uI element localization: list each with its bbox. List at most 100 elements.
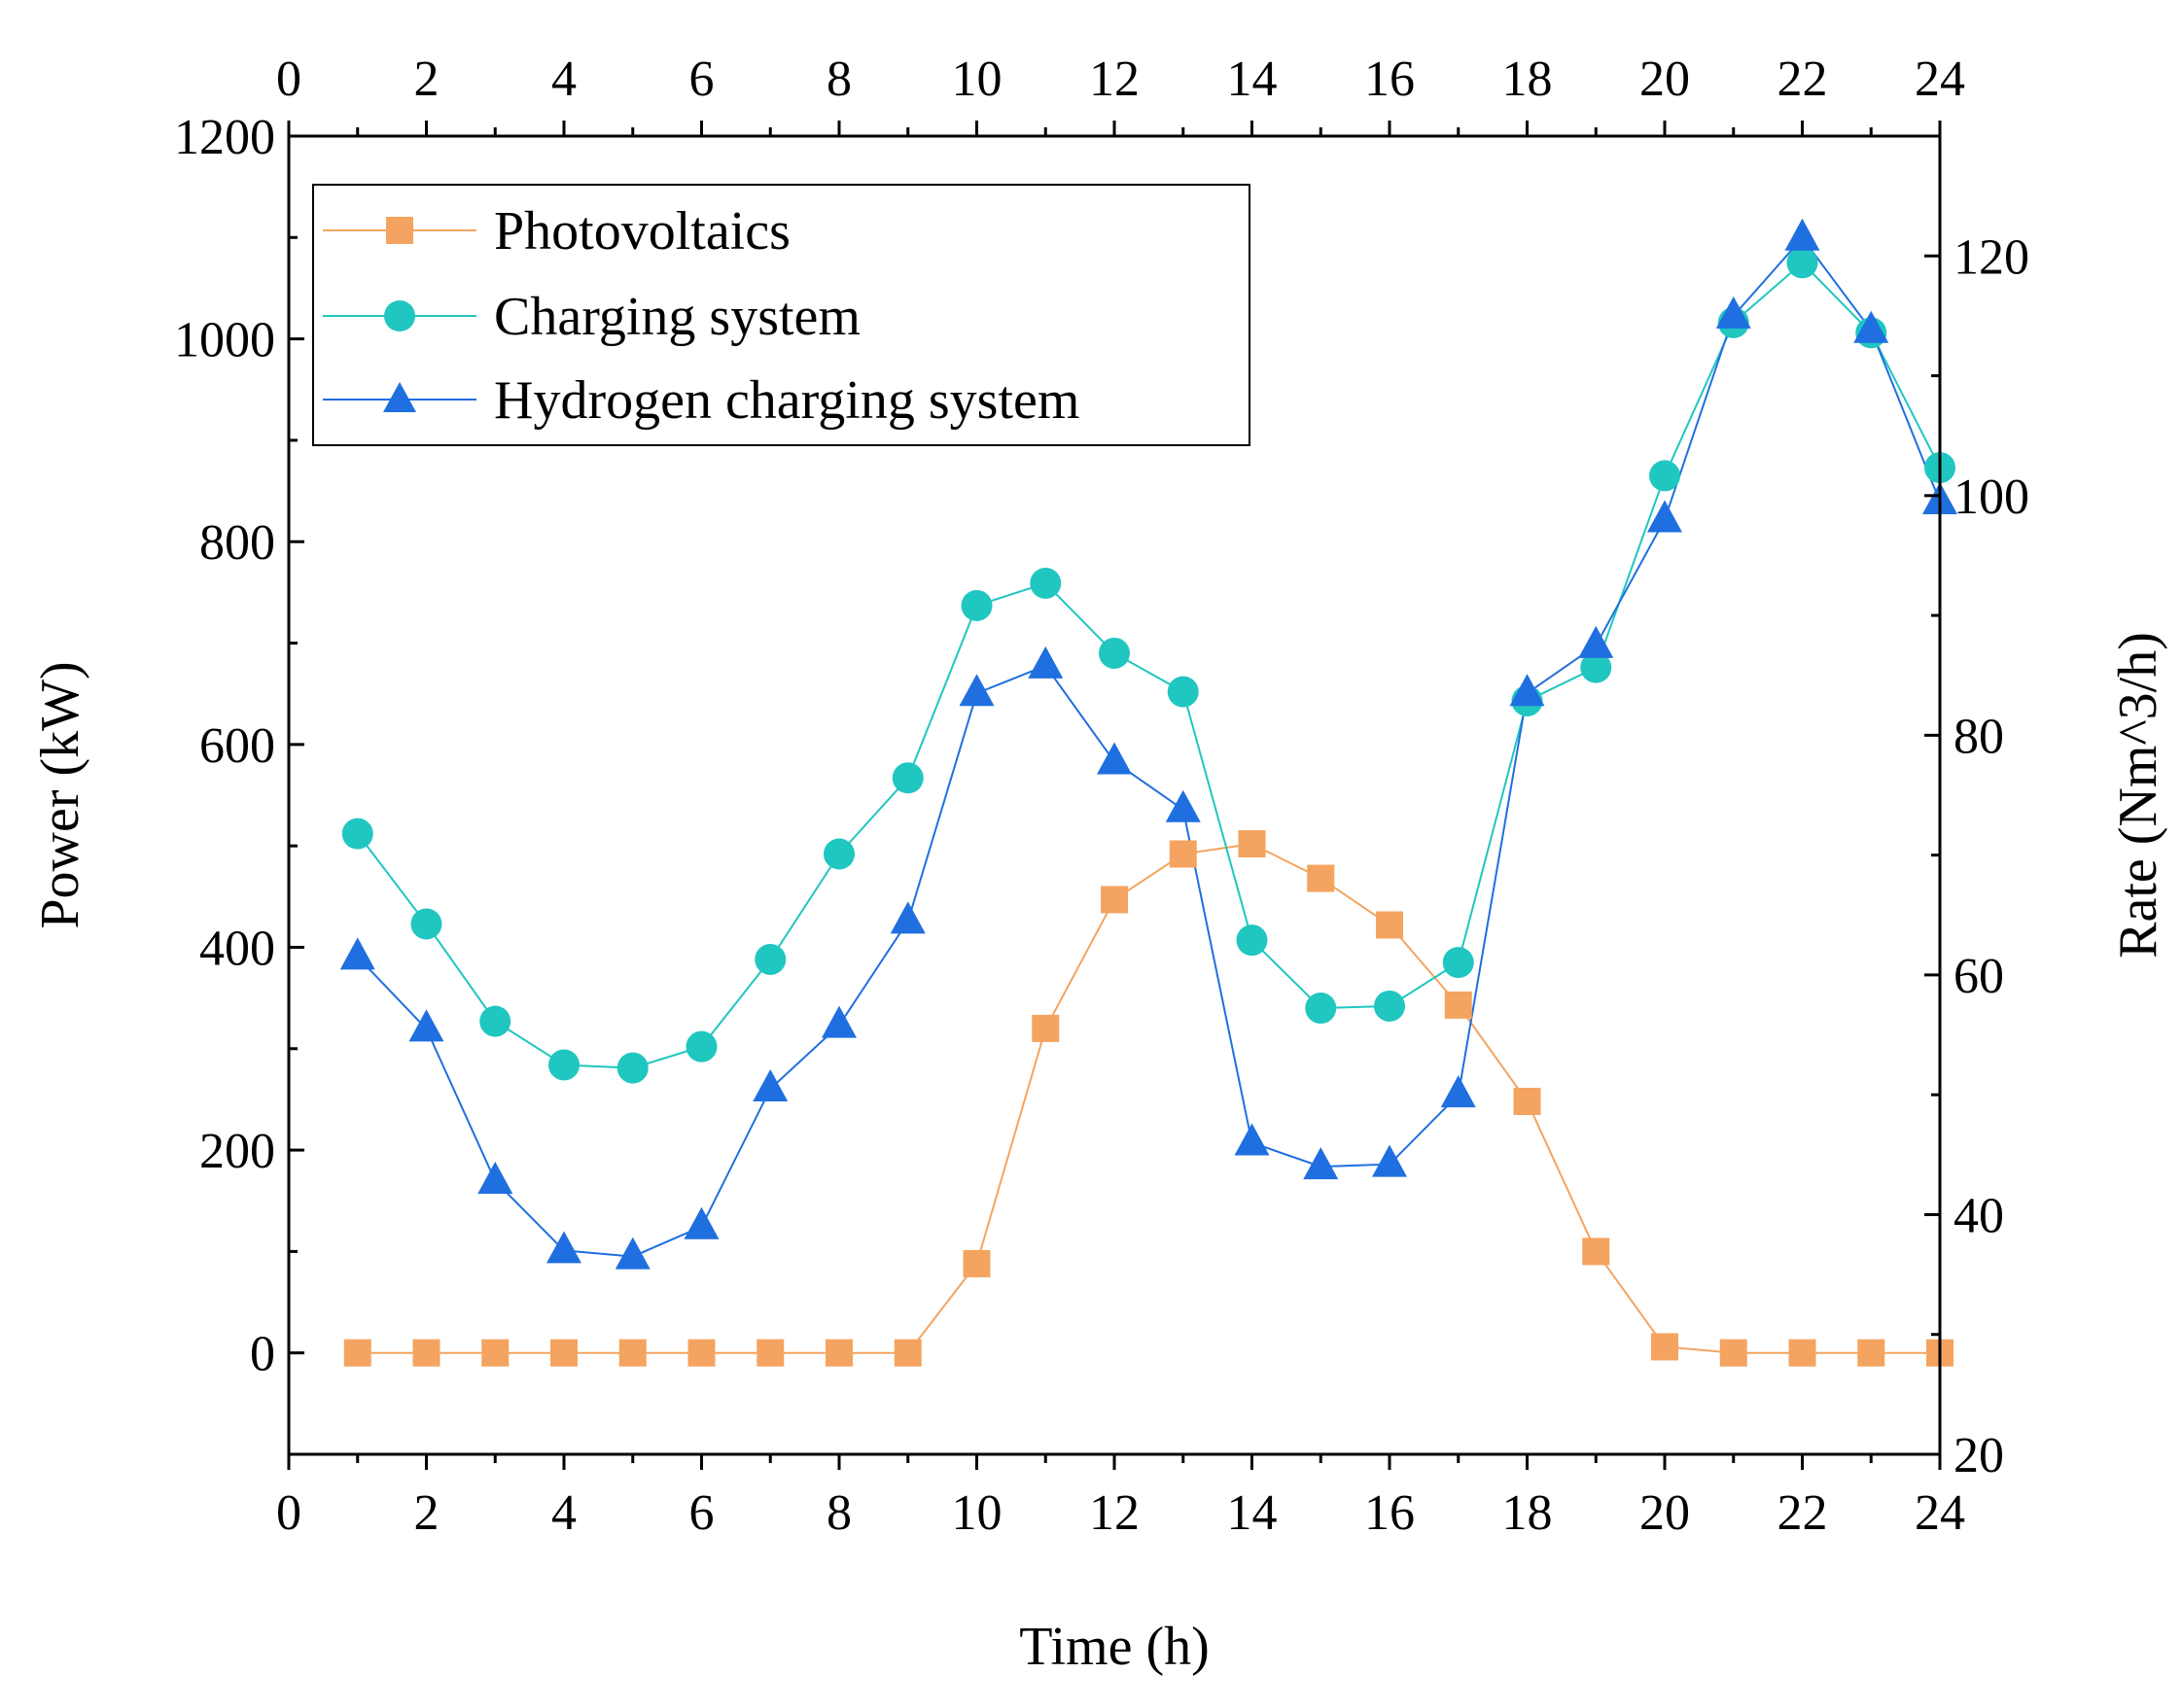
data-point-photovoltaics xyxy=(1238,830,1266,858)
data-point-photovoltaics xyxy=(963,1249,991,1277)
x-top-tick-label: 6 xyxy=(689,52,715,107)
x-bottom-tick-label: 6 xyxy=(689,1485,715,1541)
y-right-tick-label: 40 xyxy=(1953,1188,2004,1243)
data-point-photovoltaics xyxy=(1582,1237,1610,1266)
x-top-tick-label: 4 xyxy=(551,52,577,107)
data-point-charging-system xyxy=(1786,247,1818,279)
legend-marker-photovoltaics xyxy=(386,217,413,244)
x-bottom-tick-label: 18 xyxy=(1502,1485,1553,1541)
y-left-tick-label: 1200 xyxy=(174,110,275,165)
data-point-charging-system xyxy=(1649,460,1680,492)
data-point-photovoltaics xyxy=(1513,1088,1541,1116)
x-bottom-tick-label: 22 xyxy=(1777,1485,1828,1541)
data-point-hydrogen-charging-system xyxy=(890,901,926,934)
legend-label-photovoltaics: Photovoltaics xyxy=(494,201,791,261)
data-point-hydrogen-charging-system xyxy=(477,1161,513,1194)
x-bottom-tick-label: 24 xyxy=(1915,1485,1965,1541)
data-point-hydrogen-charging-system xyxy=(1647,500,1682,533)
data-point-charging-system xyxy=(892,762,924,794)
data-point-photovoltaics xyxy=(757,1339,785,1367)
data-point-photovoltaics xyxy=(1651,1333,1678,1361)
data-point-charging-system xyxy=(616,1052,649,1084)
x-top-tick-label: 22 xyxy=(1777,52,1828,107)
x-top-tick-label: 14 xyxy=(1227,52,1278,107)
series-markers xyxy=(339,218,1957,1367)
y-left-axis-title: Power (kW) xyxy=(30,661,90,928)
legend-label-charging-system: Charging system xyxy=(494,287,861,347)
data-point-charging-system xyxy=(1099,637,1130,669)
x-top-tick-label: 12 xyxy=(1089,52,1140,107)
data-point-charging-system xyxy=(341,818,373,850)
data-point-hydrogen-charging-system xyxy=(753,1069,789,1102)
data-point-photovoltaics xyxy=(894,1339,922,1367)
y-right-tick-label: 100 xyxy=(1953,470,2029,525)
x-axis-title: Time (h) xyxy=(1019,1617,1210,1677)
x-top-tick-label: 8 xyxy=(827,52,852,107)
legend-entry-photovoltaics: Photovoltaics xyxy=(323,201,791,261)
data-point-charging-system xyxy=(686,1030,718,1063)
x-bottom-tick-label: 2 xyxy=(414,1485,440,1541)
data-point-hydrogen-charging-system xyxy=(1715,296,1751,329)
data-point-charging-system xyxy=(479,1005,511,1037)
data-point-hydrogen-charging-system xyxy=(1853,310,1889,343)
data-point-hydrogen-charging-system xyxy=(546,1231,581,1264)
data-point-hydrogen-charging-system xyxy=(615,1237,651,1270)
data-point-hydrogen-charging-system xyxy=(822,1005,857,1038)
x-top-tick-label: 10 xyxy=(952,52,1003,107)
y-right-tick-label: 60 xyxy=(1953,949,2004,1004)
data-point-photovoltaics xyxy=(1444,991,1472,1019)
y-right-tick-label: 20 xyxy=(1953,1428,2004,1483)
y-left-tick-label: 200 xyxy=(199,1124,275,1179)
data-point-charging-system xyxy=(548,1049,580,1081)
data-point-hydrogen-charging-system xyxy=(1097,742,1132,775)
y-left-tick-label: 1000 xyxy=(174,313,275,368)
axis-tick-labels: 0022446688101012121414161618182020222224… xyxy=(174,52,2029,1541)
legend-marker-charging-system xyxy=(384,300,415,331)
x-top-tick-label: 18 xyxy=(1502,52,1553,107)
data-point-photovoltaics xyxy=(550,1339,578,1367)
x-bottom-tick-label: 12 xyxy=(1089,1485,1140,1541)
x-top-tick-label: 20 xyxy=(1639,52,1690,107)
data-point-photovoltaics xyxy=(1032,1014,1060,1042)
data-point-hydrogen-charging-system xyxy=(959,674,995,707)
data-point-photovoltaics xyxy=(1169,840,1197,868)
data-point-charging-system xyxy=(1374,990,1405,1022)
legend-entry-hydrogen-charging-system: Hydrogen charging system xyxy=(323,370,1079,431)
legend-marker-hydrogen-charging-system xyxy=(383,382,416,412)
x-bottom-tick-label: 4 xyxy=(551,1485,577,1541)
data-point-photovoltaics xyxy=(1101,886,1128,914)
y-right-tick-label: 120 xyxy=(1953,229,2029,285)
data-point-hydrogen-charging-system xyxy=(339,937,375,970)
data-point-charging-system xyxy=(1442,947,1474,979)
data-point-hydrogen-charging-system xyxy=(1784,218,1820,251)
x-top-tick-label: 2 xyxy=(414,52,440,107)
data-point-photovoltaics xyxy=(687,1339,716,1367)
data-point-hydrogen-charging-system xyxy=(1234,1123,1270,1156)
y-left-tick-label: 600 xyxy=(199,718,275,774)
data-point-hydrogen-charging-system xyxy=(684,1206,720,1239)
x-bottom-tick-label: 20 xyxy=(1639,1485,1690,1541)
data-point-charging-system xyxy=(1305,993,1337,1025)
data-point-charging-system xyxy=(410,908,442,940)
data-point-photovoltaics xyxy=(618,1339,647,1367)
x-bottom-tick-label: 0 xyxy=(276,1485,301,1541)
data-point-photovoltaics xyxy=(1307,864,1335,892)
x-bottom-tick-label: 16 xyxy=(1364,1485,1415,1541)
data-point-hydrogen-charging-system xyxy=(1578,625,1614,658)
data-point-hydrogen-charging-system xyxy=(1303,1147,1339,1180)
data-point-hydrogen-charging-system xyxy=(1028,645,1064,679)
data-point-photovoltaics xyxy=(826,1339,853,1367)
data-point-charging-system xyxy=(1236,924,1268,957)
y-right-tick-label: 80 xyxy=(1953,709,2004,764)
data-point-photovoltaics xyxy=(1857,1339,1885,1367)
y-left-tick-label: 800 xyxy=(199,515,275,571)
y-left-tick-label: 400 xyxy=(199,921,275,976)
data-point-hydrogen-charging-system xyxy=(408,1009,444,1042)
legend-entry-charging-system: Charging system xyxy=(323,287,861,347)
x-bottom-tick-label: 10 xyxy=(952,1485,1003,1541)
legend: Photovoltaics Charging system Hydrogen c… xyxy=(312,184,1250,446)
x-top-tick-label: 24 xyxy=(1915,52,1965,107)
data-point-photovoltaics xyxy=(1719,1339,1747,1367)
data-point-photovoltaics xyxy=(481,1339,510,1367)
data-point-photovoltaics xyxy=(412,1339,440,1367)
